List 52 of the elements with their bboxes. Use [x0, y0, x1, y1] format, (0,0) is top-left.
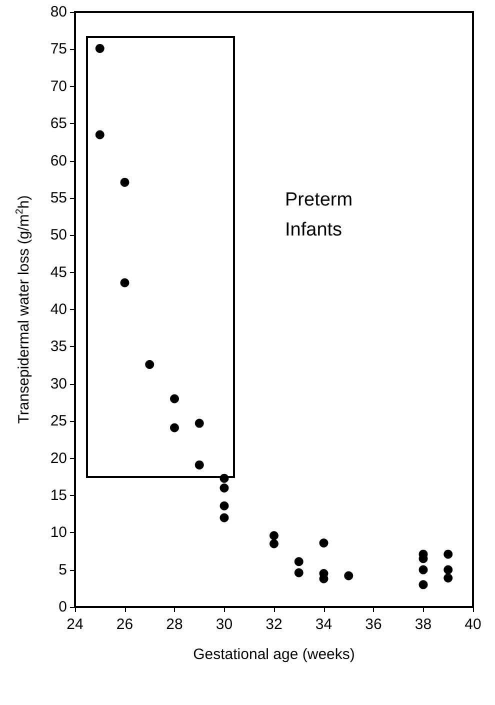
y-tick-label: 35 — [50, 338, 67, 356]
y-tick-label: 40 — [50, 301, 67, 318]
point — [294, 557, 304, 566]
point — [170, 394, 179, 404]
point — [120, 178, 130, 187]
y-tick-label: 65 — [50, 115, 67, 132]
point — [194, 460, 204, 470]
x-tick-label: 36 — [365, 616, 382, 633]
point — [344, 571, 354, 580]
y-tick-label: 60 — [50, 152, 67, 170]
point — [418, 565, 428, 574]
point — [220, 484, 229, 492]
point — [194, 418, 204, 428]
y-tick-label: 30 — [50, 375, 67, 392]
y-tick-label: 20 — [50, 450, 67, 467]
annotation: Preterm Infants — [285, 190, 358, 240]
point — [270, 531, 278, 540]
y-tick-label: 15 — [50, 486, 67, 504]
y-tick-label: 5 — [58, 561, 67, 578]
point — [418, 580, 428, 590]
point — [294, 568, 304, 578]
x-tick-label: 40 — [464, 616, 482, 633]
point — [145, 360, 154, 370]
x-tick-label: 30 — [216, 616, 233, 633]
y-tick-label: 55 — [50, 189, 67, 206]
y-tick-label: 45 — [50, 264, 67, 281]
point — [444, 565, 453, 574]
x-axis-title: Gestational age (weeks) — [193, 646, 355, 663]
x-tick-label: 24 — [66, 616, 84, 633]
y-tick-label: 70 — [50, 78, 67, 95]
y-tick-label: 50 — [50, 226, 67, 244]
point — [444, 550, 453, 559]
point — [120, 278, 130, 288]
x-tick-label: 38 — [414, 616, 432, 633]
point — [95, 44, 104, 53]
y-tick-label: 75 — [50, 40, 67, 58]
point — [95, 130, 104, 140]
y-tick-label: 10 — [50, 524, 67, 542]
x-tick-label: 34 — [315, 616, 332, 633]
point — [220, 501, 229, 510]
point — [319, 538, 328, 548]
x-tick-label: 28 — [166, 616, 183, 633]
x-tick-label: 26 — [116, 616, 134, 633]
point — [170, 423, 179, 432]
point — [270, 539, 278, 548]
x-tick-label: 32 — [266, 616, 282, 633]
y-axis-title: Transepidermal water loss (g/m2h) — [14, 195, 32, 424]
y-tick-label: 0 — [58, 598, 67, 616]
y-tick-label: 80 — [50, 4, 67, 20]
point — [220, 513, 229, 522]
point — [444, 573, 453, 582]
y-tick-label: 25 — [50, 412, 67, 430]
